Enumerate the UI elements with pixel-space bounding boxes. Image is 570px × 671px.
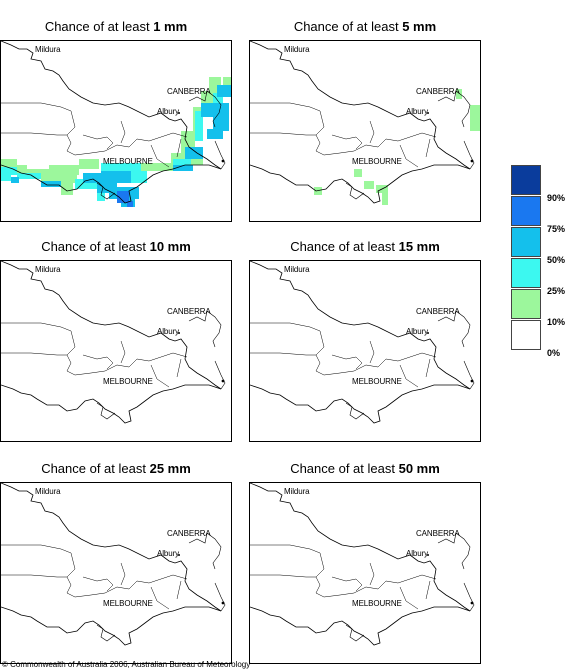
place-mildura: Mildura bbox=[35, 45, 61, 54]
legend-swatch-0 bbox=[511, 320, 541, 350]
legend-swatch-25 bbox=[511, 258, 541, 288]
legend-swatch-50 bbox=[511, 227, 541, 257]
place-albury: Albury bbox=[157, 107, 180, 116]
place-canberra: CANBERRA bbox=[167, 307, 211, 316]
legend-label-50: 50% bbox=[547, 255, 566, 265]
place-melbourne: MELBOURNE bbox=[103, 157, 153, 166]
place-canberra: CANBERRA bbox=[167, 529, 211, 538]
place-mildura: Mildura bbox=[35, 265, 61, 274]
legend-label-10: 10% bbox=[547, 317, 566, 327]
state-boundaries bbox=[250, 41, 475, 204]
place-melbourne: MELBOURNE bbox=[352, 377, 402, 386]
rainfall-map: Mildura CANBERRA Albury MELBOURNE bbox=[249, 260, 481, 442]
legend-swatch-90 bbox=[511, 165, 541, 195]
place-melbourne: MELBOURNE bbox=[352, 599, 402, 608]
place-mildura: Mildura bbox=[35, 487, 61, 496]
legend-label-75: 75% bbox=[547, 224, 566, 234]
place-melbourne: MELBOURNE bbox=[103, 599, 153, 608]
place-canberra: CANBERRA bbox=[416, 87, 460, 96]
place-albury: Albury bbox=[157, 549, 180, 558]
rainfall-map: Mildura CANBERRA Albury MELBOURNE bbox=[249, 482, 481, 664]
place-albury: Albury bbox=[406, 107, 429, 116]
place-mildura: Mildura bbox=[284, 487, 310, 496]
place-canberra: CANBERRA bbox=[416, 529, 460, 538]
place-albury: Albury bbox=[406, 327, 429, 336]
rainfall-map: Mildura CANBERRA Albury MELBOURNE bbox=[0, 482, 232, 664]
legend-swatch-75 bbox=[511, 196, 541, 226]
state-boundaries bbox=[1, 483, 226, 646]
state-boundaries bbox=[1, 41, 226, 204]
state-boundaries bbox=[250, 261, 475, 424]
rainfall-map: Mildura CANBERRA Albury MELBOURNE bbox=[0, 260, 232, 442]
state-boundaries bbox=[250, 483, 475, 646]
panel-title: Chance of at least 15 mm bbox=[290, 239, 440, 254]
place-canberra: CANBERRA bbox=[416, 307, 460, 316]
legend-label-90: 90% bbox=[547, 193, 566, 203]
legend-swatch-10 bbox=[511, 289, 541, 319]
legend-label-0: 0% bbox=[547, 348, 561, 358]
place-albury: Albury bbox=[406, 549, 429, 558]
place-melbourne: MELBOURNE bbox=[352, 157, 402, 166]
panel-title: Chance of at least 10 mm bbox=[41, 239, 191, 254]
copyright-notice: © Commonwealth of Australia 2006, Austra… bbox=[2, 660, 251, 669]
rainfall-map: Mildura CANBERRA Albury MELBOURNE bbox=[0, 40, 232, 222]
panel-title: Chance of at least 25 mm bbox=[41, 461, 191, 476]
panel-title: Chance of at least 5 mm bbox=[293, 19, 437, 34]
place-mildura: Mildura bbox=[284, 265, 310, 274]
legend-label-25: 25% bbox=[547, 286, 566, 296]
rainfall-map: Mildura CANBERRA Albury MELBOURNE bbox=[249, 40, 481, 222]
place-albury: Albury bbox=[157, 327, 180, 336]
place-melbourne: MELBOURNE bbox=[103, 377, 153, 386]
panel-title: Chance of at least 50 mm bbox=[290, 461, 440, 476]
panel-title: Chance of at least 1 mm bbox=[44, 19, 188, 34]
place-mildura: Mildura bbox=[284, 45, 310, 54]
probability-legend: 90% 75% 50% 25% 10% 0% bbox=[511, 165, 570, 360]
state-boundaries bbox=[1, 261, 226, 424]
place-canberra: CANBERRA bbox=[167, 87, 211, 96]
